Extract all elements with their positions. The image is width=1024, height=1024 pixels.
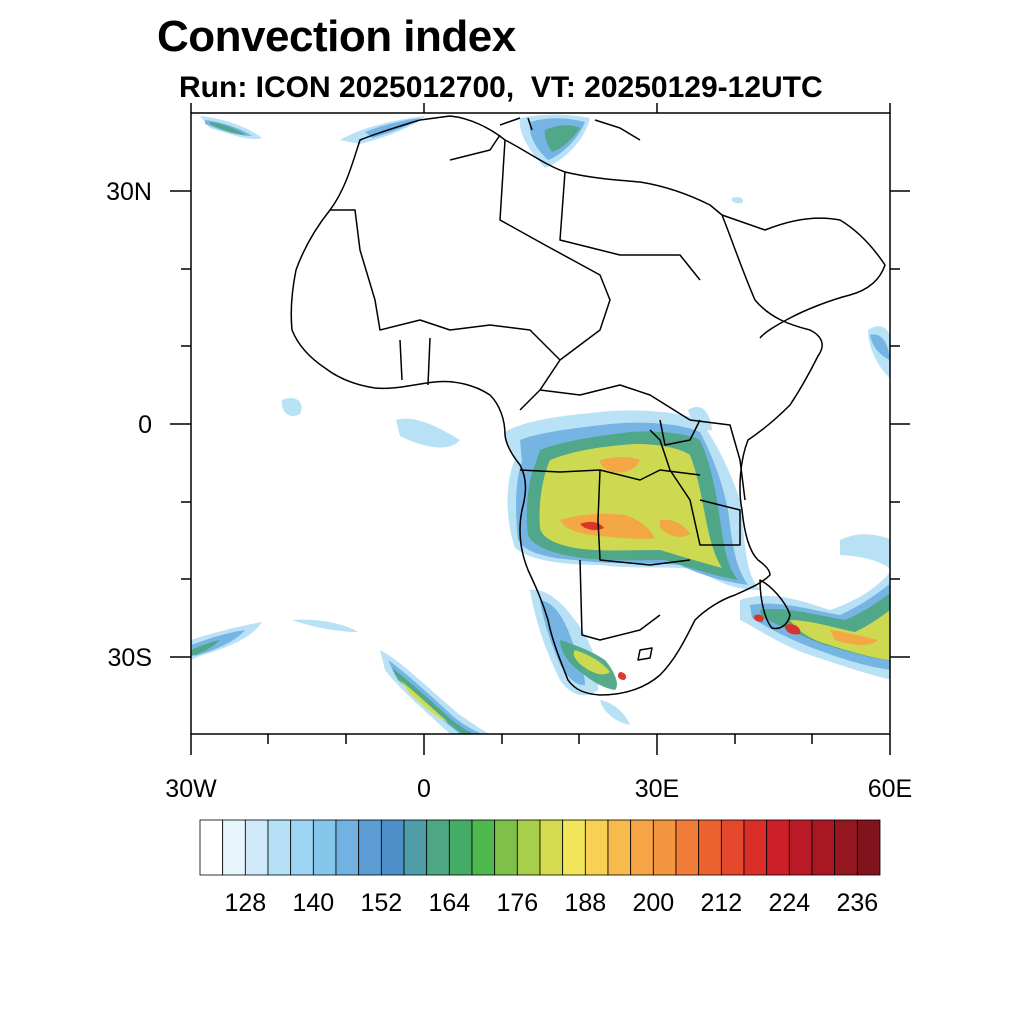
colorbar-segment — [335, 819, 360, 876]
colorbar-segment — [290, 819, 314, 876]
colorbar-segment — [766, 819, 790, 876]
lon-tick-label: 30E — [635, 775, 679, 803]
colorbar-segment — [788, 819, 813, 876]
colorbar-label: 176 — [496, 889, 538, 917]
colorbar-label: 200 — [632, 889, 674, 917]
colorbar-label: 140 — [292, 889, 334, 917]
lat-tick-label: 0 — [138, 411, 152, 439]
lon-tick-label: 60E — [868, 775, 912, 803]
convection-field — [191, 114, 890, 734]
colorbar-segment — [267, 819, 292, 876]
colorbar-segment — [856, 819, 881, 876]
colorbar-segment — [199, 819, 224, 876]
chart-title: Convection index — [157, 12, 516, 61]
colorbar-label: 224 — [768, 889, 810, 917]
colorbar-segment — [448, 819, 473, 876]
colorbar-segment — [562, 819, 586, 876]
lat-axis-labels: 30N 0 30S — [106, 178, 152, 672]
lon-tick-label: 30W — [165, 775, 217, 803]
coastlines — [290, 115, 886, 696]
colorbar-segment — [743, 819, 768, 876]
colorbar-segment — [380, 819, 405, 876]
colorbar: 128 140 152 164 176 188 200 212 224 236 — [199, 819, 881, 917]
colorbar-segment — [834, 819, 858, 876]
colorbar-segment — [494, 819, 518, 876]
colorbar-segment — [358, 819, 382, 876]
colorbar-label: 128 — [224, 889, 266, 917]
colorbar-segment — [539, 819, 564, 876]
colorbar-segment — [630, 819, 654, 876]
colorbar-segment — [698, 819, 722, 876]
colorbar-segment — [811, 819, 836, 876]
colorbar-label: 152 — [360, 889, 402, 917]
lon-axis-labels: 30W 0 30E 60E — [165, 775, 912, 803]
colorbar-segment — [471, 819, 496, 876]
colorbar-segment — [584, 819, 609, 876]
lat-tick-label: 30N — [106, 178, 152, 206]
chart-subtitle: Run: ICON 2025012700, VT: 20250129-12UTC — [179, 71, 823, 104]
colorbar-label: 236 — [836, 889, 878, 917]
colorbar-segment — [516, 819, 541, 876]
colorbar-segment — [403, 819, 428, 876]
colorbar-segment — [607, 819, 632, 876]
lat-tick-label: 30S — [108, 644, 152, 672]
colorbar-segment — [675, 819, 700, 876]
colorbar-label: 164 — [428, 889, 470, 917]
colorbar-segment — [652, 819, 677, 876]
colorbar-segment — [426, 819, 450, 876]
axis-ticks — [170, 103, 910, 755]
colorbar-segment — [222, 819, 246, 876]
colorbar-label: 188 — [564, 889, 606, 917]
colorbar-segment — [312, 819, 337, 876]
lon-tick-label: 0 — [417, 775, 431, 803]
colorbar-segment — [244, 819, 269, 876]
colorbar-segment — [720, 819, 745, 876]
colorbar-label: 212 — [700, 889, 742, 917]
